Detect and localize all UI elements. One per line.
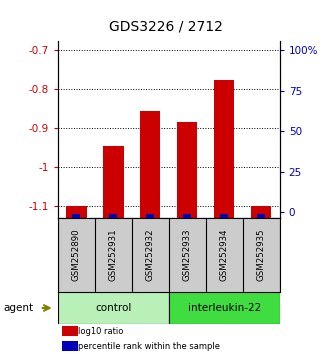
Bar	[177, 122, 198, 218]
Text: log10 ratio: log10 ratio	[78, 327, 123, 336]
Bar	[62, 326, 78, 336]
Bar	[66, 206, 87, 218]
Text: GSM252935: GSM252935	[257, 229, 266, 281]
Bar	[140, 111, 161, 218]
Text: control: control	[95, 303, 131, 313]
Bar	[62, 341, 78, 351]
Text: GSM252931: GSM252931	[109, 229, 118, 281]
Text: percentile rank within the sample: percentile rank within the sample	[78, 342, 220, 351]
Bar	[214, 80, 234, 218]
Text: GSM252933: GSM252933	[183, 229, 192, 281]
Bar	[109, 215, 118, 218]
Bar	[103, 146, 123, 218]
Text: GDS3226 / 2712: GDS3226 / 2712	[109, 19, 222, 34]
Bar	[169, 292, 280, 324]
Bar	[183, 215, 191, 218]
Bar	[146, 215, 154, 218]
Bar	[58, 292, 169, 324]
Bar	[72, 215, 80, 218]
Bar	[251, 206, 271, 218]
Text: GSM252932: GSM252932	[146, 229, 155, 281]
Text: GSM252890: GSM252890	[72, 229, 81, 281]
Bar	[220, 215, 228, 218]
Text: GSM252934: GSM252934	[220, 229, 229, 281]
Text: agent: agent	[3, 303, 33, 313]
Bar	[257, 215, 265, 218]
Text: interleukin-22: interleukin-22	[188, 303, 261, 313]
